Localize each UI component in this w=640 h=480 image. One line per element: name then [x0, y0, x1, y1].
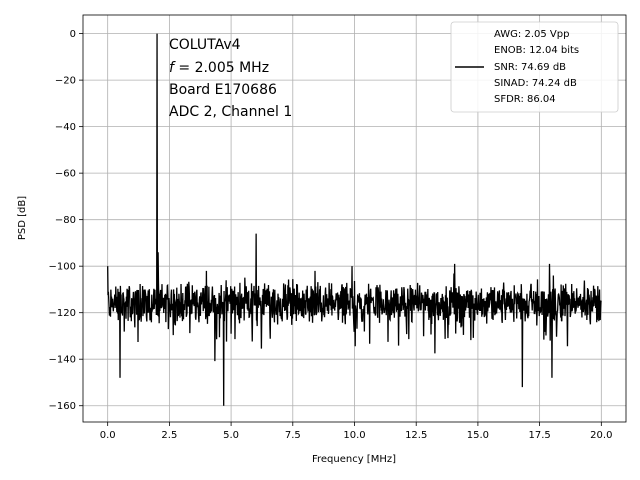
- y-tick-label: −100: [49, 262, 76, 273]
- x-tick-label: 15.0: [467, 430, 489, 441]
- x-tick-label: 17.5: [528, 430, 550, 441]
- x-tick-label: 10.0: [343, 430, 365, 441]
- legend-entry-enob: ENOB: 12.04 bits: [494, 45, 579, 56]
- annotation-line-2: f = 2.005 MHz: [169, 60, 269, 76]
- x-tick-label: 12.5: [405, 430, 427, 441]
- psd-trace: [107, 33, 602, 406]
- psd-series: [107, 33, 602, 406]
- legend-entry-awg: AWG: 2.05 Vpp: [494, 29, 569, 40]
- x-tick-label: 20.0: [590, 430, 612, 441]
- legend-entry-sfdr: SFDR: 86.04: [494, 94, 556, 105]
- y-axis-label: PSD [dB]: [17, 196, 28, 240]
- y-tick-label: −140: [49, 355, 76, 366]
- y-tick-label: −80: [55, 215, 76, 226]
- x-axis-label: Frequency [MHz]: [312, 454, 396, 465]
- legend-entry-snr: SNR: 74.69 dB: [494, 62, 566, 73]
- y-tick-label: −60: [55, 169, 76, 180]
- y-tick-label: −20: [55, 76, 76, 87]
- axis-ticks: 0.0 2.5 5.0 7.5 10.0 12.5 15.0 17.5 20.0 0 −20 −40 −…: [49, 29, 613, 441]
- annotation-line-3: Board E170686: [169, 82, 277, 98]
- annotation-frequency-symbol: f: [169, 60, 176, 76]
- legend: AWG: 2.05 Vpp ENOB: 12.04 bits SNR: 74.6…: [450, 21, 619, 113]
- x-tick-label: 0.0: [100, 430, 116, 441]
- x-tick-label: 2.5: [161, 430, 177, 441]
- y-tick-label: 0: [70, 29, 76, 40]
- x-tick-label: 7.5: [285, 430, 301, 441]
- x-tick-label: 5.0: [223, 430, 239, 441]
- legend-box: [450, 21, 619, 113]
- y-tick-label: −120: [49, 308, 76, 319]
- annotation-frequency-value: = 2.005 MHz: [174, 60, 269, 76]
- annotation-line-1: COLUTAv4: [169, 37, 241, 53]
- y-tick-label: −40: [55, 122, 76, 133]
- annotation: COLUTAv4 f = 2.005 MHz Board E170686 ADC…: [169, 37, 292, 120]
- legend-entry-sinad: SINAD: 74.24 dB: [494, 78, 577, 89]
- y-tick-label: −160: [49, 401, 76, 412]
- annotation-line-4: ADC 2, Channel 1: [169, 104, 292, 120]
